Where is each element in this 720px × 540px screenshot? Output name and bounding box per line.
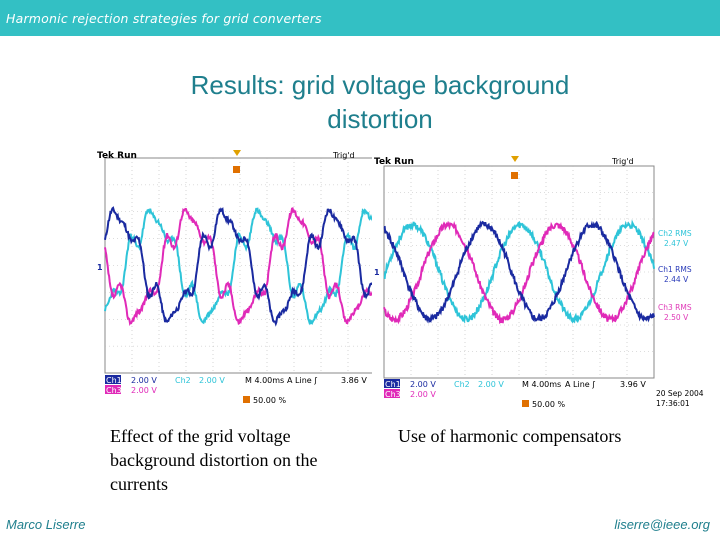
readout-ch3-scale: 2.00 V bbox=[410, 390, 436, 399]
ch2-waveform bbox=[104, 207, 376, 326]
readout-ch1: Ch1 bbox=[385, 380, 401, 389]
readout-timebase: M 4.00ms bbox=[245, 376, 284, 385]
ch3-waveform bbox=[383, 220, 655, 325]
readout-ch2: Ch2 bbox=[175, 376, 191, 385]
ch1-waveform bbox=[104, 206, 376, 327]
ch1-waveform bbox=[383, 220, 655, 324]
slide-title: Results: grid voltage background distort… bbox=[100, 68, 660, 136]
header-bar: Harmonic rejection strategies for grid c… bbox=[0, 0, 720, 36]
readout-ch2: Ch2 bbox=[454, 380, 470, 389]
trigger-t-icon bbox=[233, 166, 240, 173]
footer-email: liserre@ieee.org bbox=[614, 517, 710, 532]
meas-ch2-label: Ch2 RMS bbox=[658, 229, 692, 238]
caption-left-line2: background distortion on the bbox=[110, 450, 318, 470]
meas-ch1-label: Ch1 RMS bbox=[658, 265, 692, 274]
footer-author: Marco Liserre bbox=[6, 517, 86, 532]
readout-trigger-position: 50.00 % bbox=[253, 396, 286, 405]
oscilloscope-left: Tek Run Trig'd 1 Ch1 2.00 V Ch2 2.00 V M… bbox=[95, 148, 385, 406]
caption-left-line3: currents bbox=[110, 474, 168, 494]
header-title: Harmonic rejection strategies for grid c… bbox=[6, 11, 322, 26]
trigger-t-icon bbox=[511, 172, 518, 179]
slide-title-line1: Results: grid voltage background bbox=[190, 70, 570, 100]
meas-ch2-value: 2.47 V bbox=[664, 239, 689, 248]
readout-trigger-level: 3.86 V bbox=[341, 376, 367, 385]
ch3-waveform bbox=[104, 207, 376, 326]
caption-left: Effect of the grid voltage background di… bbox=[110, 424, 370, 496]
ch1-ground-marker-icon: 1 bbox=[97, 263, 103, 272]
ch1-ground-marker-icon: 1 bbox=[374, 268, 380, 277]
slide-title-line2: distortion bbox=[327, 104, 433, 134]
oscilloscope-right: Tek Run Trig'd 1 Ch2 RMS 2.47 V Ch1 RMS … bbox=[372, 152, 712, 410]
readout-ch1-scale: 2.00 V bbox=[410, 380, 436, 389]
readout-trigger-source: A Line ʃ bbox=[565, 380, 595, 389]
readout-timebase: M 4.00ms bbox=[522, 380, 561, 389]
readout-trigger-level: 3.96 V bbox=[620, 380, 646, 389]
readout-trigger-source: A Line ʃ bbox=[287, 376, 317, 385]
readout-ch2-scale: 2.00 V bbox=[478, 380, 504, 389]
scope-status: Tek Run bbox=[97, 151, 137, 161]
scope-time: 17:36:01 bbox=[656, 399, 690, 408]
caption-left-line1: Effect of the grid voltage bbox=[110, 426, 291, 446]
readout-ch3: Ch3 bbox=[385, 390, 401, 399]
scope-trig-status: Trig'd bbox=[611, 157, 634, 166]
scope-status: Tek Run bbox=[374, 157, 414, 167]
readout-ch1: Ch1 bbox=[106, 376, 122, 385]
ch2-waveform bbox=[383, 219, 655, 324]
readout-ch3: Ch3 bbox=[106, 386, 122, 395]
meas-ch1-value: 2.44 V bbox=[664, 275, 689, 284]
scope-trig-status: Trig'd bbox=[332, 151, 355, 160]
readout-ch3-scale: 2.00 V bbox=[131, 386, 157, 395]
meas-ch3-value: 2.50 V bbox=[664, 313, 689, 322]
trigger-marker-icon bbox=[233, 150, 241, 156]
readout-ch2-scale: 2.00 V bbox=[199, 376, 225, 385]
scope-date: 20 Sep 2004 bbox=[656, 389, 704, 398]
caption-right: Use of harmonic compensators bbox=[398, 426, 622, 446]
meas-ch3-label: Ch3 RMS bbox=[658, 303, 692, 312]
trigger-marker-icon bbox=[511, 156, 519, 162]
readout-ch1-scale: 2.00 V bbox=[131, 376, 157, 385]
readout-trigger-position: 50.00 % bbox=[532, 400, 565, 409]
